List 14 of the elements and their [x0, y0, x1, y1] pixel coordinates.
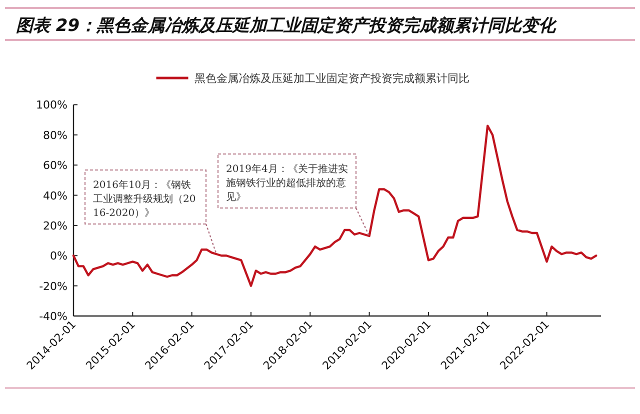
- y-tick-label: 20%: [43, 219, 68, 232]
- y-tick-label: 100%: [36, 98, 68, 112]
- annotation: 2016年10月：《钢铁工业调整升级规划（2016-2020）》: [84, 170, 218, 254]
- legend: 黑色金属冶炼及压延加工业固定资产投资完成额累计同比: [156, 72, 470, 85]
- annotation: 2019年4月：《关于推进实施钢铁行业的超低排放的意见》: [226, 163, 348, 203]
- y-tick-label: -40%: [39, 310, 68, 323]
- y-tick-label: -20%: [39, 280, 68, 293]
- y-tick-label: 40%: [43, 189, 68, 202]
- annotation: 2016年10月：《钢铁工业调整升级规划（2016-2020）》: [93, 179, 196, 219]
- annotation: 2019年4月：《关于推进实施钢铁行业的超低排放的意见》: [218, 154, 370, 236]
- y-tick-label: 80%: [43, 128, 68, 142]
- y-tick-label: 60%: [43, 159, 68, 172]
- title: 图表 29：黑色金属冶炼及压延加工业固定资产投资完成额累计同比变化: [16, 16, 556, 36]
- y-tick-label: 0%: [50, 250, 68, 263]
